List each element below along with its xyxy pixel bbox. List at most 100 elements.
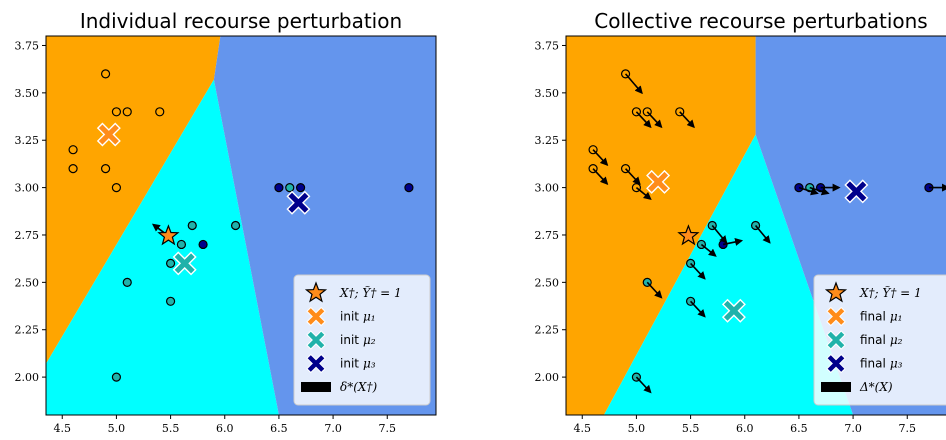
data-point [68,164,78,174]
data-point [100,164,111,174]
perturbation-arrow [646,281,663,299]
data-point [165,258,176,268]
legend-cross-icon [306,330,326,350]
perturbation-arrow [754,224,771,244]
data-point [111,107,122,117]
legend-label-symbol: μ₃ [890,357,903,371]
axes-frame [565,35,946,416]
legend-label: init μ₃ [340,357,376,371]
x-tick-label: 5.5 [162,422,180,435]
legend-star-icon [304,281,328,303]
data-point [295,183,306,193]
data-point [198,239,208,250]
legend-label-word: final [860,357,886,371]
y-tick-label: 3.50 [535,87,560,100]
centroid-marker [721,298,746,323]
decision-region [603,134,854,415]
x-tick-label: 5.0 [108,422,126,435]
y-tick-label: 2.00 [15,371,40,384]
perturbation-arrow [809,186,830,196]
plot-area [566,36,946,415]
data-point [230,220,241,231]
legend-label-word: final [860,333,886,347]
data-point [155,107,165,117]
perturbation-arrow [592,149,609,167]
legend-cross-icon [306,306,326,327]
x-tick-label: 4.5 [54,422,72,435]
y-tick-label: 2.25 [15,324,40,337]
legend-cross-icon [826,330,846,350]
legend-label-symbol: μ₁ [890,310,903,324]
centroid-marker [286,190,311,215]
perturbation-arrow [592,168,609,185]
chart-title: Collective recourse perturbations [594,9,927,33]
legend-label-symbol: μ₂ [890,333,903,347]
decision-region [46,36,221,364]
data-point [274,183,284,193]
y-tick-label: 2.50 [535,276,560,289]
perturbation-arrow [635,111,652,129]
perturbation-arrow [689,262,706,280]
legend-label-symbol: μ₂ [363,333,376,347]
y-tick-label: 3.75 [535,39,560,52]
star-marker [157,224,180,246]
y-tick-label: 2.75 [535,229,560,242]
legend-label-word: init [340,310,359,324]
legend-cross-icon [826,306,846,327]
data-point [122,107,132,117]
legend-label-word: init [340,357,359,371]
x-tick-label: 6.0 [736,422,754,435]
y-tick-label: 2.00 [535,371,560,384]
legend-label: init μ₁ [340,310,376,324]
data-point [100,69,111,79]
y-tick-label: 3.25 [15,134,40,147]
panel-collective: Collective recourse perturbations 4.5 5.0 5… [535,9,946,435]
data-point [111,372,122,382]
perturbation-arrow [635,186,652,200]
axes-frame [45,35,437,416]
legend-label: final μ₂ [860,333,903,347]
centroid-marker [844,179,869,204]
legend-label: init μ₂ [340,333,376,347]
data-point [285,183,295,193]
x-tick-label: 7.0 [844,422,862,435]
legend-label: X†; Ỹ† = 1 [859,285,922,300]
legend-label: X†; Ỹ† = 1 [339,285,402,300]
decision-region [566,36,756,415]
x-tick-label: 7.5 [379,422,397,435]
star-marker [677,224,700,246]
x-tick-label: 6.0 [216,422,234,435]
data-point [122,277,132,287]
legend-box [293,274,431,406]
legend-cross-icon [306,353,326,374]
legend-cross-icon [826,353,846,374]
y-tick-label: 2.75 [15,229,40,242]
x-tick-label: 4.5 [574,422,592,435]
y-tick-label: 3.25 [535,134,560,147]
x-tick-label: 7.5 [899,422,917,435]
perturbation-arrow [711,224,728,244]
perturbation-arrow [679,111,695,129]
centroid-marker [646,169,671,194]
perturbation-arrow [624,168,641,185]
panel-individual: Individual recourse perturbation 4.5 5.0 5.… [15,9,437,435]
legend-star-icon [824,281,848,303]
perturbation-arrow [635,376,652,394]
legend-label: Δ*(X) [859,380,893,394]
perturbation-arrow [689,300,706,318]
legend-label-word: final [860,310,886,324]
x-tick-label: 5.0 [628,422,646,435]
legend-label: δ*(X†) [340,380,377,394]
perturbation-arrow [722,238,744,246]
legend-bar-icon [821,382,851,392]
y-tick-label: 3.00 [15,182,40,195]
y-tick-label: 2.25 [535,324,560,337]
data-point [68,145,78,155]
legend-box [813,274,946,406]
y-tick-label: 3.75 [15,39,40,52]
perturbation-arrow [646,111,663,129]
legend-bar-icon [301,382,331,392]
data-point [165,296,176,306]
y-tick-label: 3.00 [535,182,560,195]
